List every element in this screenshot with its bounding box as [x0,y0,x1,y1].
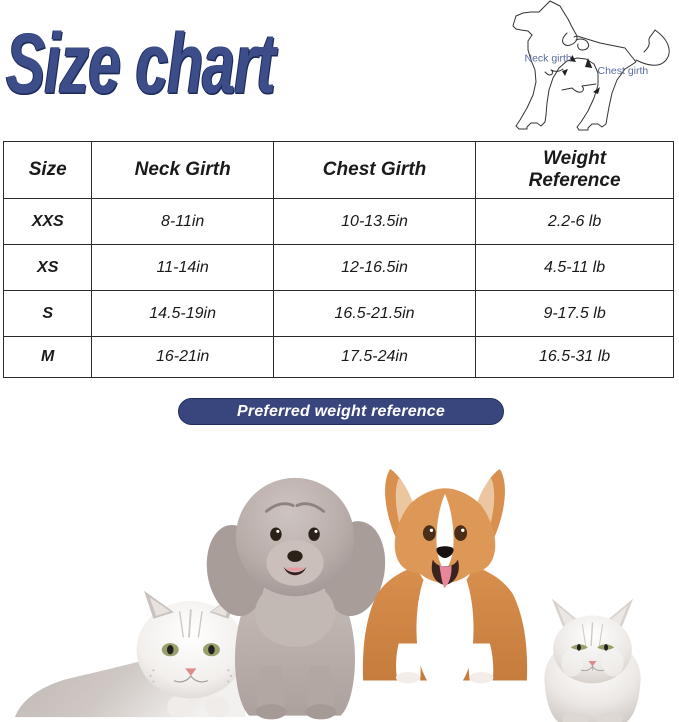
svg-text:Chest girth: Chest girth [598,65,649,77]
svg-text:Neck girth: Neck girth [525,53,572,65]
